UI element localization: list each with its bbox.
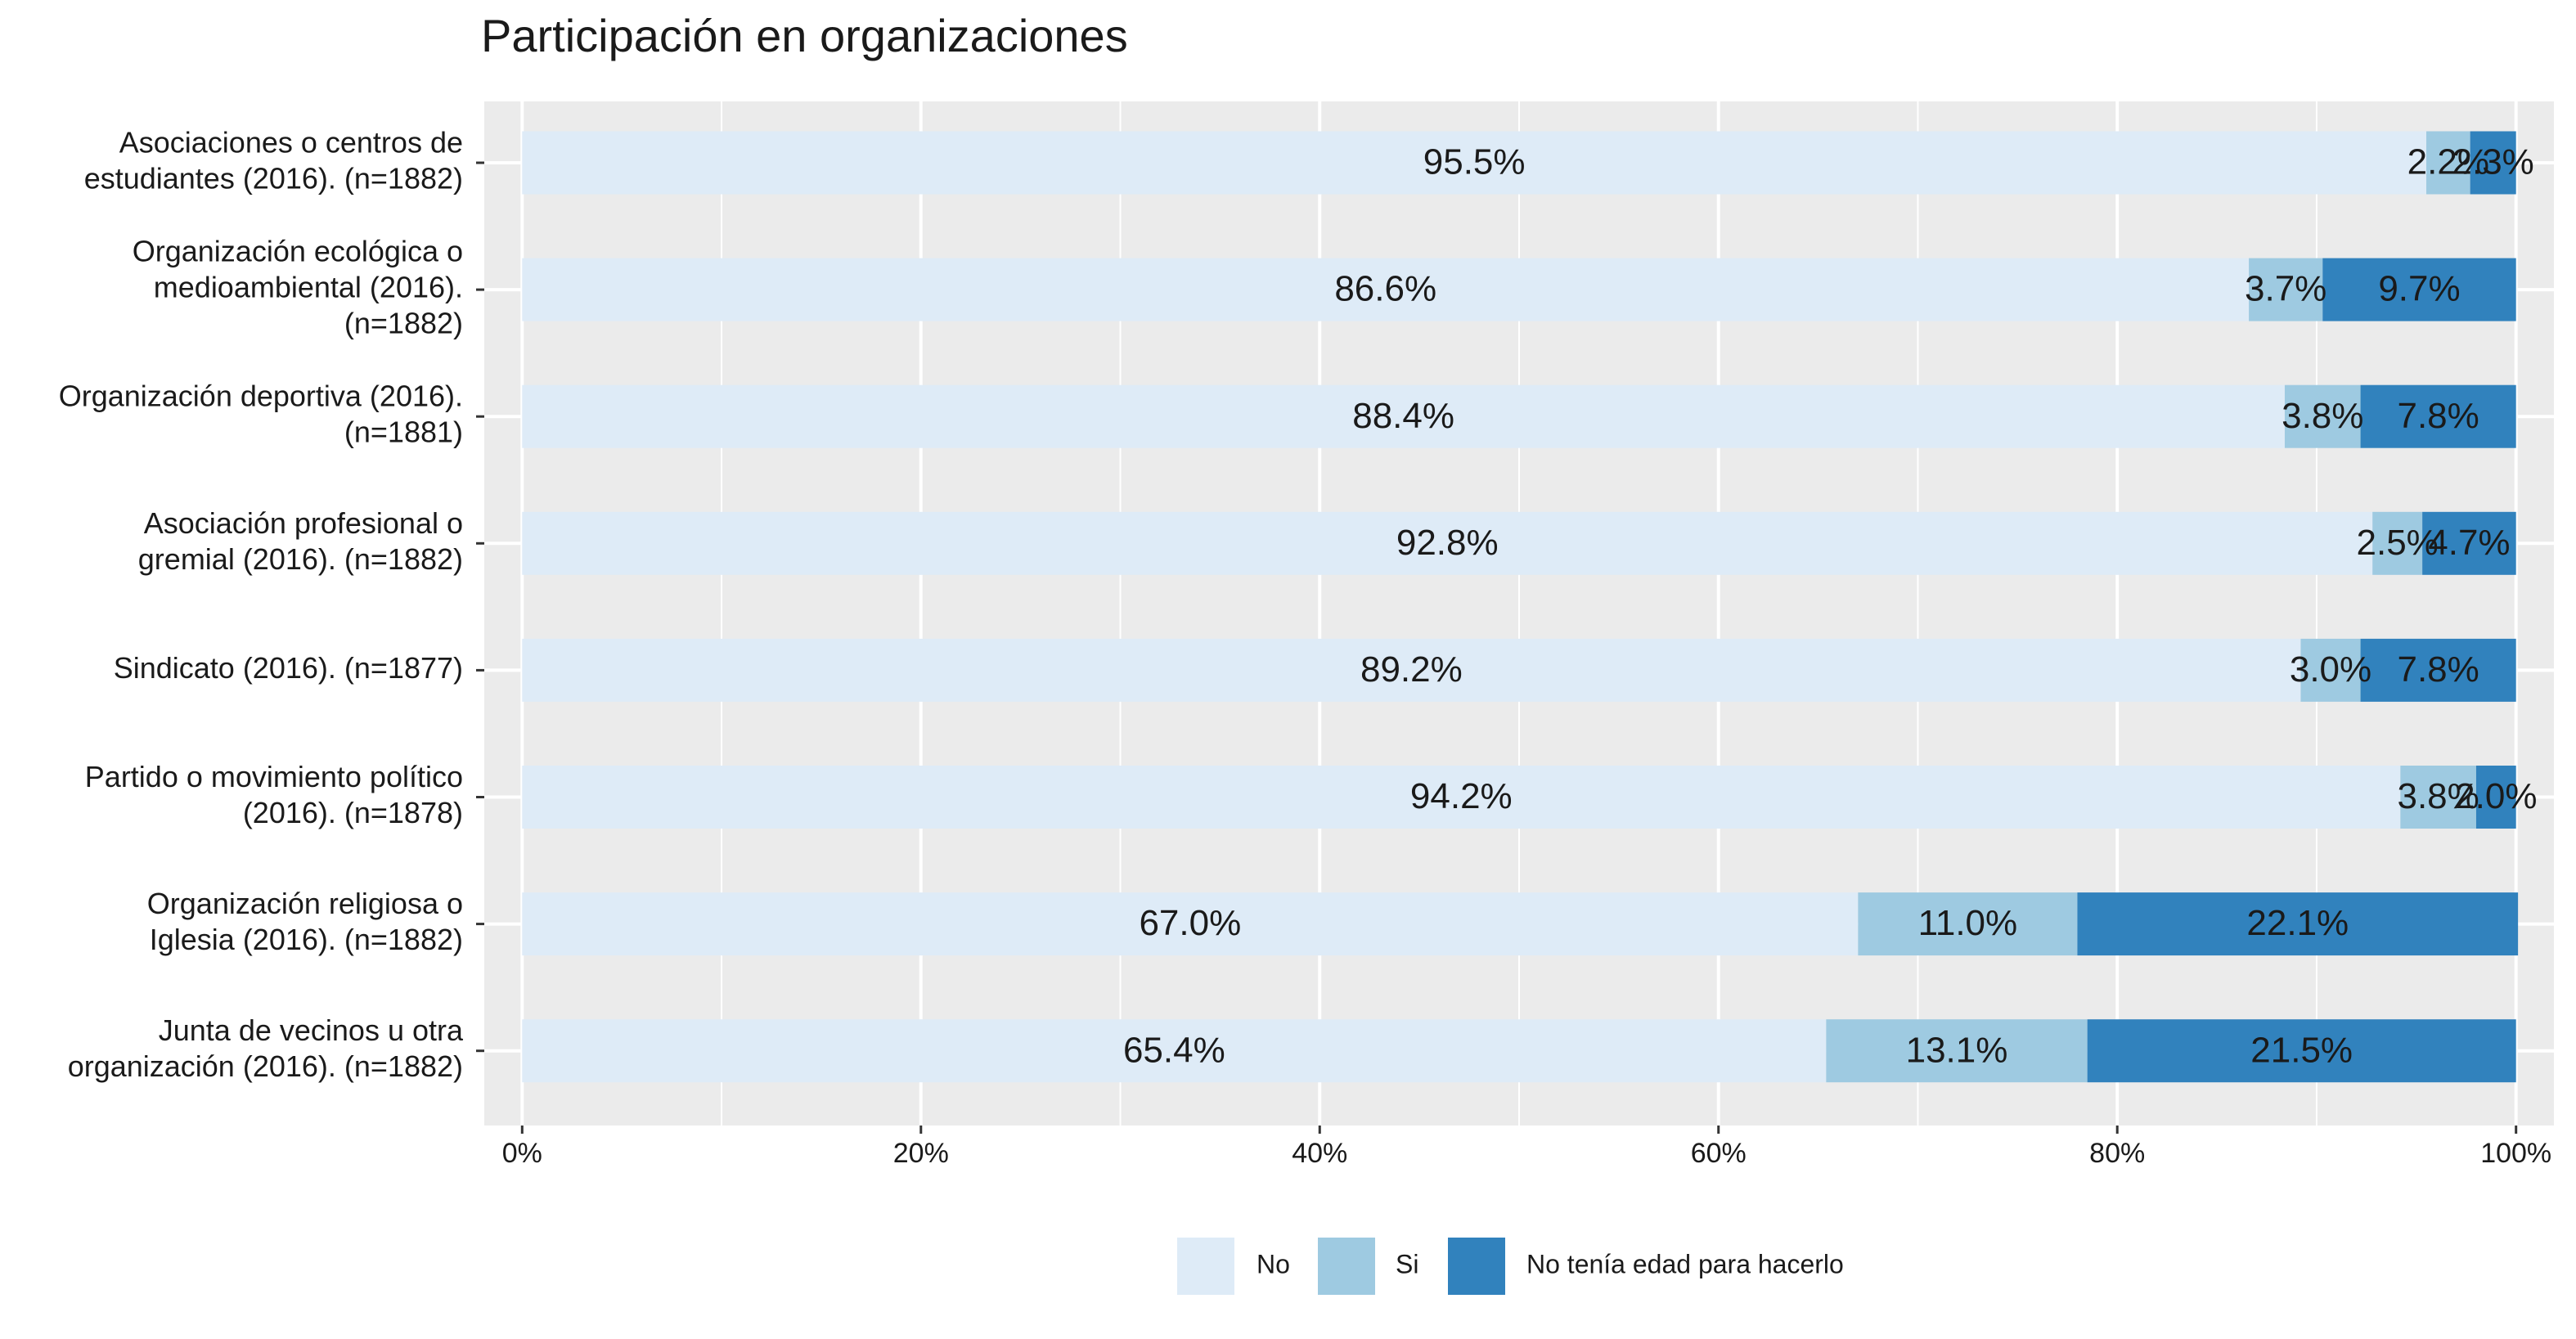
bar-segment <box>2372 511 2423 575</box>
y-tick-label: Asociaciones o centros de <box>119 126 463 160</box>
bar-segment <box>522 384 2285 448</box>
y-tick-label: Organización deportiva (2016). <box>59 380 463 413</box>
y-tick-label: gremial (2016). (n=1882) <box>138 542 463 576</box>
y-tick-label: (n=1882) <box>344 307 463 340</box>
x-tick-label: 100% <box>2480 1138 2551 1169</box>
legend-key <box>1316 1236 1377 1296</box>
y-tick-label: (2016). (n=1878) <box>243 796 463 829</box>
legend-label: No <box>1257 1249 1290 1278</box>
bar-segment <box>2077 892 2519 956</box>
x-tick-label: 60% <box>1691 1138 1747 1169</box>
value-label: 9.7% <box>2378 269 2460 309</box>
bar-segment <box>522 766 2401 829</box>
value-label: 88.4% <box>1352 396 1454 436</box>
y-tick-label: Sindicato (2016). (n=1877) <box>114 651 463 685</box>
bar-segment <box>522 892 1859 956</box>
bar-segment <box>2322 258 2516 321</box>
y-tick-label: estudiantes (2016). (n=1882) <box>84 162 463 195</box>
y-tick-label: medioambiental (2016). <box>154 271 463 304</box>
value-label: 3.8% <box>2397 776 2479 816</box>
bar-segment <box>2284 384 2361 448</box>
value-label: 3.8% <box>2282 396 2363 436</box>
value-label: 2.0% <box>2455 776 2537 816</box>
value-label: 22.1% <box>2246 903 2349 943</box>
bar-segment <box>2400 766 2476 829</box>
bar-segment <box>2470 131 2516 195</box>
value-label: 2.2% <box>2407 142 2489 182</box>
value-label: 65.4% <box>1123 1030 1225 1070</box>
bar-segment <box>2360 384 2516 448</box>
value-label: 95.5% <box>1423 142 1526 182</box>
value-label: 21.5% <box>2250 1030 2353 1070</box>
bar-segment <box>1826 1019 2088 1083</box>
bar-segment <box>2422 511 2516 575</box>
value-label: 3.7% <box>2245 269 2326 309</box>
legend-key <box>1176 1236 1236 1296</box>
bar-segment <box>522 1019 1827 1083</box>
y-tick-label: Asociación profesional o <box>144 506 463 540</box>
y-tick-label: organización (2016). (n=1882) <box>68 1049 463 1083</box>
value-label: 67.0% <box>1139 903 1241 943</box>
bar-segment <box>2249 258 2323 321</box>
value-label: 92.8% <box>1396 523 1499 563</box>
legend-key <box>1446 1236 1507 1296</box>
value-label: 7.8% <box>2397 396 2479 436</box>
bar-segment <box>522 638 2301 702</box>
legend-label: Si <box>1396 1249 1418 1278</box>
bar-segment <box>522 511 2373 575</box>
x-tick-label: 20% <box>893 1138 949 1169</box>
x-tick-label: 40% <box>1292 1138 1347 1169</box>
value-label: 2.5% <box>2357 523 2439 563</box>
y-tick-label: Iglesia (2016). (n=1882) <box>150 923 463 956</box>
y-tick-label: Organización ecológica o <box>133 235 463 268</box>
bar-segment <box>2300 638 2361 702</box>
chart-title: Participación en organizaciones <box>481 10 1128 61</box>
value-label: 89.2% <box>1360 649 1463 690</box>
x-tick-label: 80% <box>2089 1138 2145 1169</box>
value-label: 3.0% <box>2290 649 2371 690</box>
bar-segment <box>1858 892 2078 956</box>
value-label: 94.2% <box>1410 776 1513 816</box>
y-tick-label: (n=1881) <box>344 416 463 449</box>
bar-segment <box>2087 1019 2516 1083</box>
y-tick-label: Partido o movimiento político <box>85 760 463 793</box>
legend-label: No tenía edad para hacerlo <box>1526 1249 1844 1278</box>
bar-segment <box>522 258 2250 321</box>
y-tick-label: Organización religiosa o <box>147 887 463 920</box>
bar-segment <box>2426 131 2470 195</box>
value-label: 7.8% <box>2397 649 2479 690</box>
value-label: 13.1% <box>1906 1030 2008 1070</box>
value-label: 4.7% <box>2428 523 2510 563</box>
value-label: 86.6% <box>1334 269 1436 309</box>
bar-segment <box>2360 638 2516 702</box>
bar-segment <box>2475 766 2516 829</box>
x-tick-label: 0% <box>502 1138 542 1169</box>
value-label: 2.3% <box>2452 142 2534 182</box>
value-label: 11.0% <box>1918 903 2018 943</box>
y-tick-label: Junta de vecinos u otra <box>159 1013 464 1047</box>
bar-segment <box>522 131 2427 195</box>
